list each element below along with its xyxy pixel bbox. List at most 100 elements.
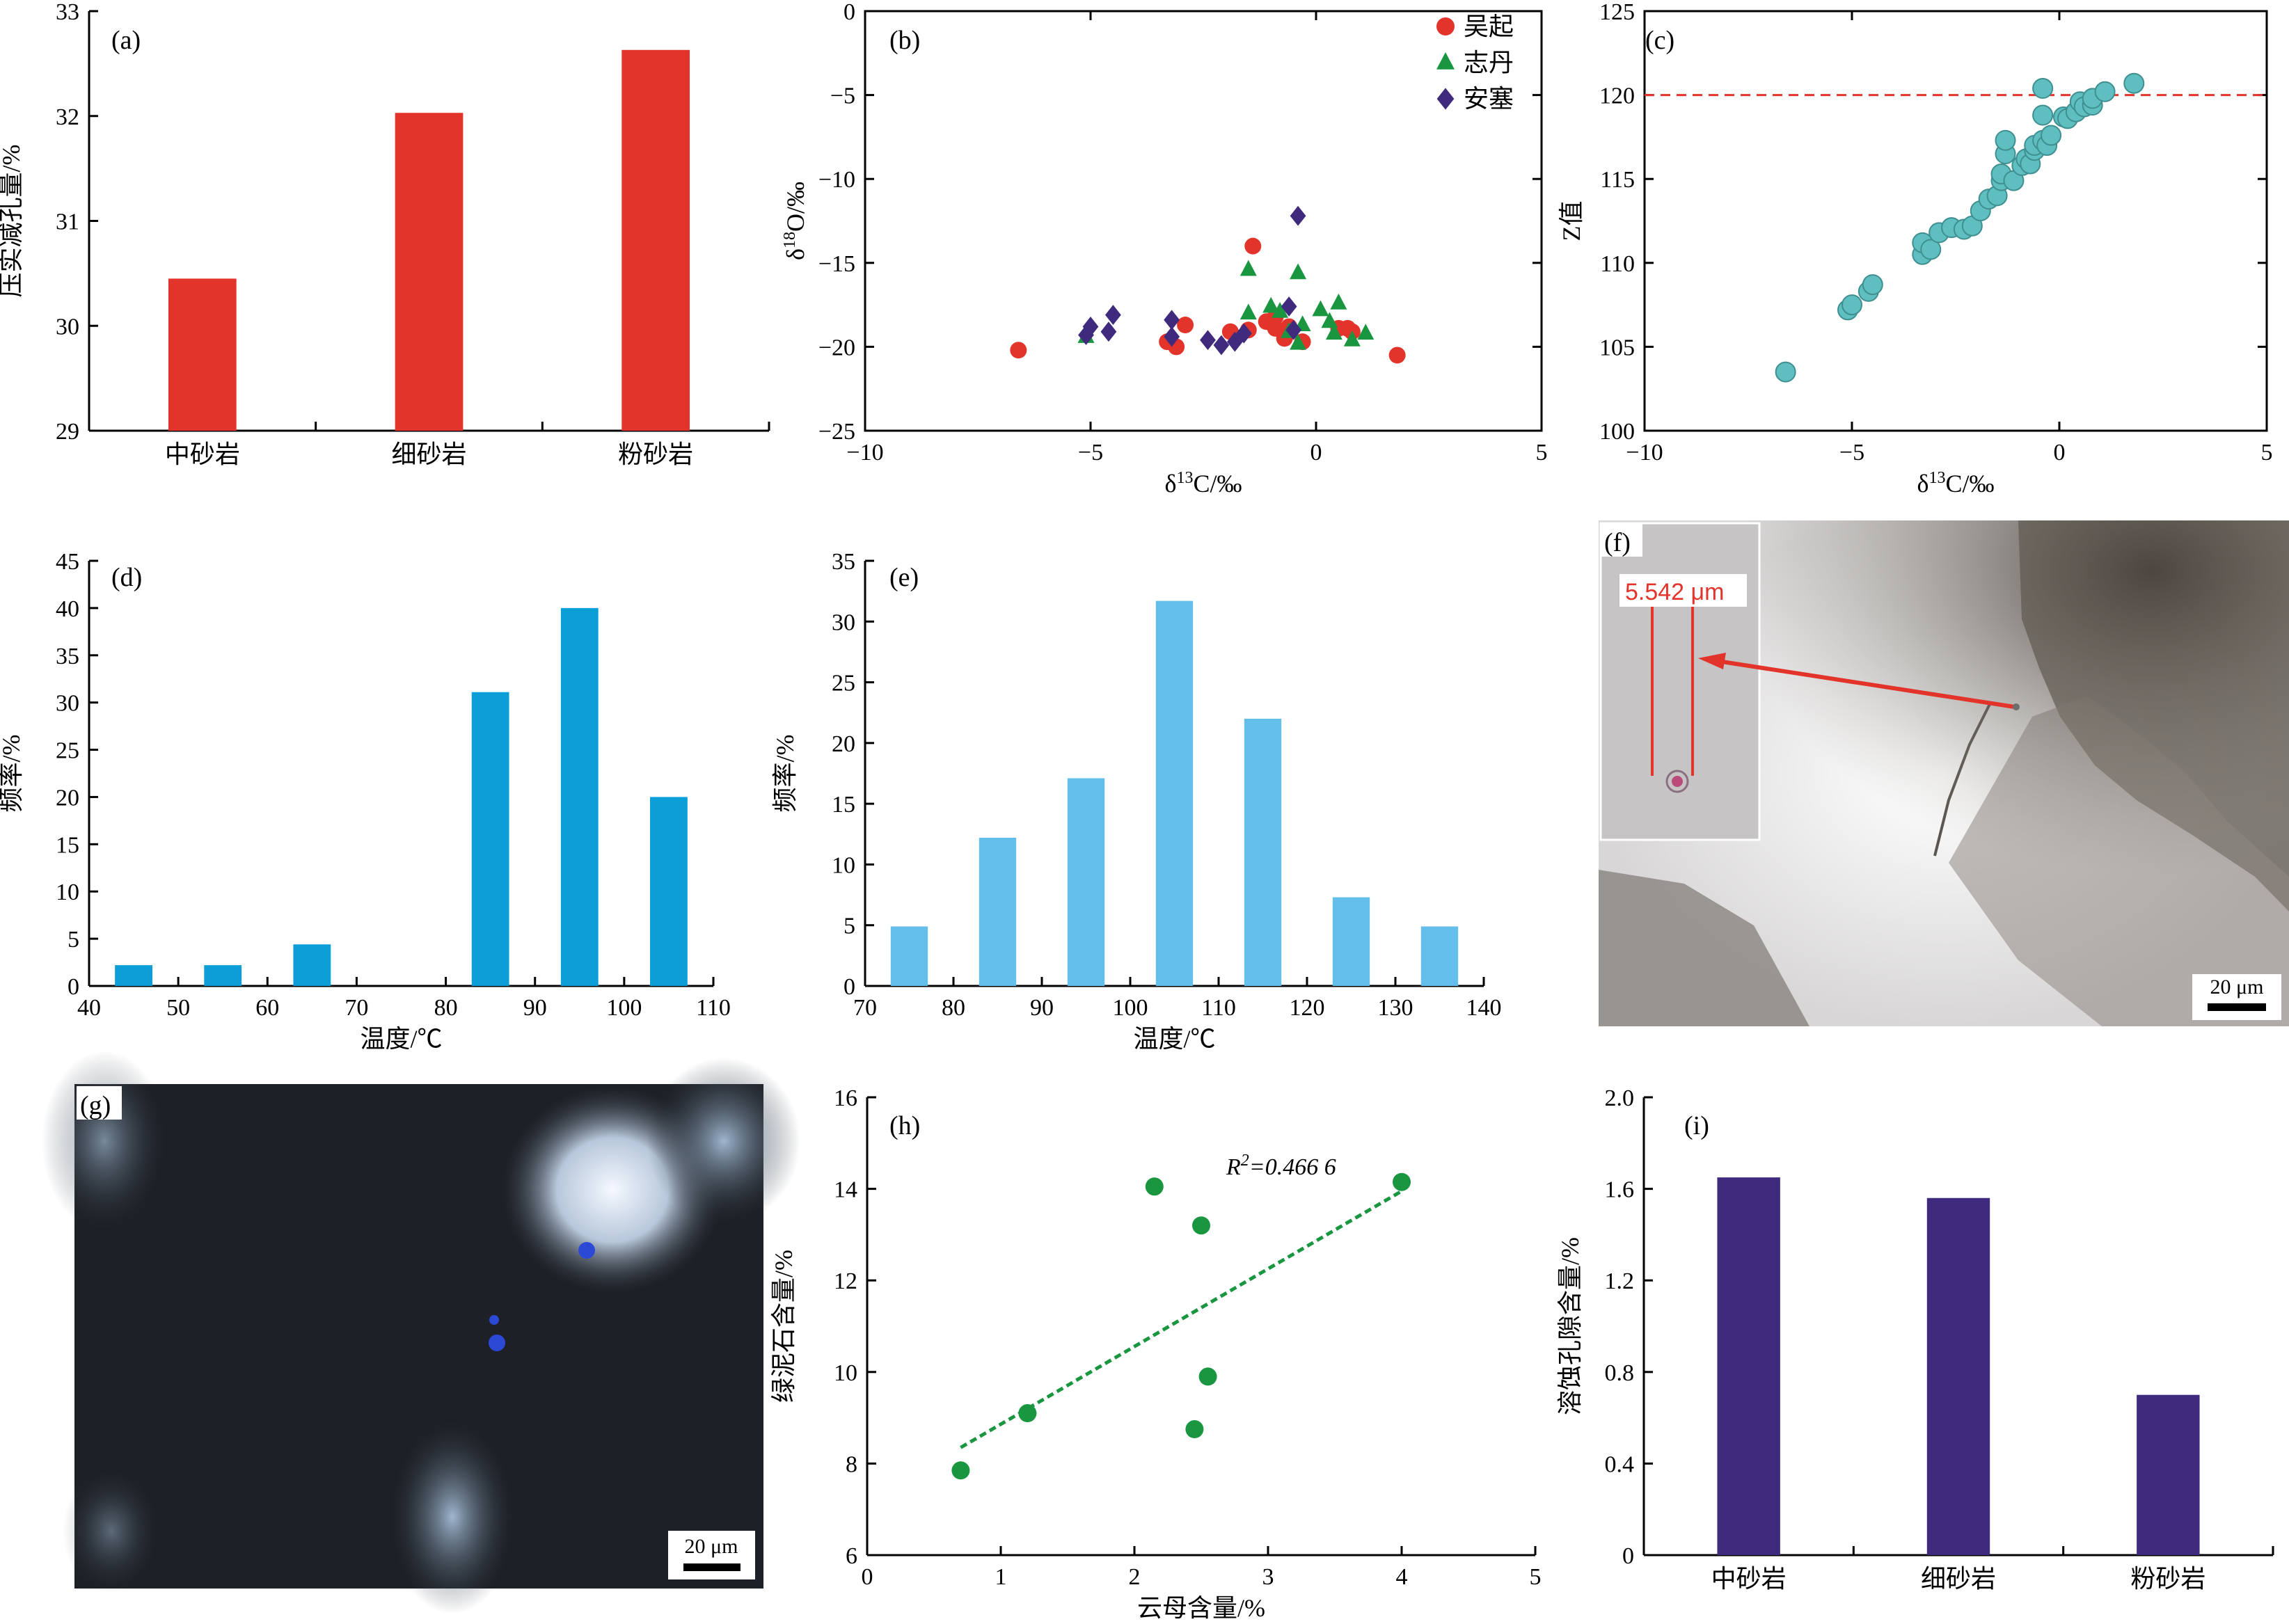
data-point — [1842, 294, 1862, 316]
x-tick-label: 130 — [1378, 995, 1413, 1021]
x-tick-label: 80 — [434, 995, 458, 1021]
y-tick-label: 15 — [56, 832, 79, 858]
y-tick-label: 0 — [843, 974, 855, 1000]
data-point — [1010, 342, 1027, 359]
y-axis-label: 压实减孔量/% — [0, 145, 25, 298]
data-point — [1239, 260, 1257, 276]
y-tick-label: 14 — [834, 1177, 857, 1203]
x-tick-label: 70 — [853, 995, 877, 1021]
bar — [1926, 1197, 1990, 1555]
scale-bar-f — [2208, 1003, 2266, 1011]
panel-tag: (d) — [111, 563, 142, 592]
y-tick-label: 25 — [56, 738, 79, 764]
data-point — [1393, 1172, 1411, 1191]
panel-tag: (e) — [889, 563, 919, 592]
x-axis-label: δ13C/‰ — [1165, 469, 1242, 497]
y-tick-label: 35 — [56, 644, 79, 669]
plot-frame — [1643, 10, 2268, 432]
y-tick-label: −10 — [818, 167, 855, 193]
bar — [1067, 778, 1105, 986]
x-tick-label: −5 — [1078, 440, 1103, 465]
y-tick-label: 16 — [834, 1085, 857, 1111]
y-tick-label: 33 — [56, 0, 79, 25]
series-安塞 — [1078, 205, 1306, 356]
y-tick-label: 2.0 — [1605, 1085, 1635, 1111]
bar — [2137, 1394, 2200, 1555]
bar — [890, 926, 928, 986]
panel-tag-f: (f) — [1604, 528, 1631, 557]
x-tick-label: 0 — [2054, 440, 2066, 465]
data-point — [1185, 1420, 1204, 1439]
x-tick-label: 90 — [1030, 995, 1054, 1021]
y-tick-label: 8 — [846, 1451, 857, 1477]
y-tick-label: 0.4 — [1605, 1451, 1635, 1477]
y-tick-label: 32 — [56, 104, 79, 130]
x-tick-label: −5 — [1839, 440, 1864, 465]
y-axis-label: 绿泥石含量/% — [770, 1250, 798, 1403]
measurement-label: 5.542 μm — [1625, 579, 1724, 605]
data-point — [1235, 323, 1252, 344]
x-tick-label: 40 — [77, 995, 101, 1021]
chart-c: 100 105 110 115 120 125 −10 −5 0 5 δ13C/‰ Z值 (c) — [1558, 0, 2273, 497]
data-point — [1775, 361, 1796, 383]
data-point — [1200, 330, 1216, 351]
x-tick-label: 4 — [1396, 1564, 1408, 1590]
pointer-arrow — [1708, 658, 2015, 709]
data-point — [1082, 317, 1099, 337]
panel-tag: (a) — [111, 26, 141, 55]
x-tick-label: 50 — [166, 995, 190, 1021]
y-tick-label: 31 — [56, 209, 79, 235]
data-point — [1290, 205, 1306, 226]
x-tick-label: 100 — [1113, 995, 1148, 1021]
y-tick-label: 15 — [832, 792, 855, 818]
x-tick-label: 140 — [1466, 995, 1502, 1021]
x-tick-label: 110 — [1201, 995, 1236, 1021]
x-tick-label: −10 — [846, 440, 883, 465]
data-point — [1018, 1404, 1037, 1423]
data-point — [1995, 129, 2016, 151]
y-tick-label: 110 — [1600, 251, 1635, 277]
x-axis-label: δ13C/‰ — [1917, 469, 1995, 497]
data-point — [1244, 237, 1262, 255]
data-point — [1105, 305, 1121, 325]
bar — [1420, 926, 1459, 986]
data-point — [1198, 1367, 1217, 1386]
category-label: 粉砂岩 — [2130, 1565, 2205, 1593]
r-squared-annotation: R2=0.466 6 — [1226, 1152, 1336, 1180]
y-tick-label: 10 — [56, 879, 79, 905]
trend-line — [960, 1189, 1403, 1449]
y-tick-label: 12 — [834, 1268, 857, 1294]
scale-bar-label-g: 20 μm — [685, 1535, 738, 1558]
category-label: 细砂岩 — [1921, 1565, 1996, 1593]
y-axis-label: Z值 — [1558, 201, 1585, 241]
bar — [560, 607, 599, 986]
y-tick-label: 105 — [1599, 335, 1635, 360]
chart-e: 0 5 10 15 20 25 30 35 70 80 90 100 110 120 130 140 温度/℃ 频… — [771, 549, 1502, 1053]
data-point — [2032, 104, 2054, 126]
bar — [1155, 600, 1194, 986]
data-point — [1164, 310, 1180, 331]
data-point — [1321, 312, 1338, 328]
data-point — [1262, 296, 1280, 313]
x-tick-label: 5 — [1530, 1564, 1542, 1590]
bar — [650, 797, 688, 986]
data-point — [1290, 333, 1307, 350]
panel-tag: (c) — [1645, 26, 1674, 55]
data-point — [1281, 296, 1297, 317]
category-label: 中砂岩 — [1711, 1565, 1787, 1593]
data-point — [1920, 239, 1942, 260]
bar — [1332, 897, 1370, 986]
y-tick-label: 5 — [68, 927, 79, 953]
data-point — [951, 1461, 970, 1480]
data-point — [1436, 52, 1455, 70]
data-point — [1436, 88, 1455, 110]
bar — [293, 944, 331, 986]
y-tick-label: 40 — [56, 596, 79, 622]
y-tick-label: 35 — [832, 549, 855, 575]
data-point — [1100, 321, 1117, 342]
panel-tag: (b) — [889, 26, 920, 55]
plot-frame — [864, 10, 1543, 432]
legend-label: 志丹 — [1464, 49, 1514, 77]
y-tick-label: 0 — [68, 974, 79, 1000]
bar — [1717, 1177, 1780, 1555]
